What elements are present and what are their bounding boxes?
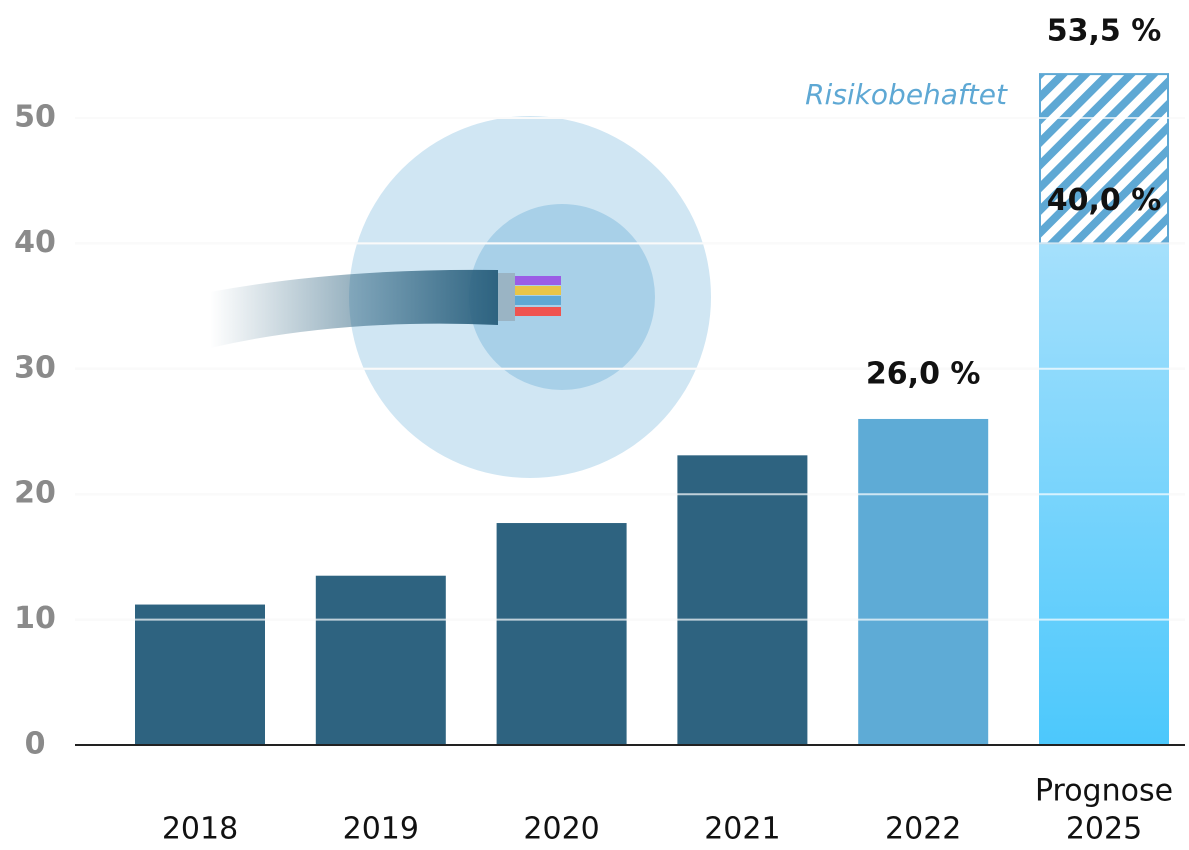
y-tick-label: 10 bbox=[14, 601, 56, 636]
value-label: 40,0 % bbox=[1047, 183, 1162, 218]
x-tick-label: 2018 bbox=[162, 812, 238, 847]
bar bbox=[677, 455, 807, 745]
chart: 0 10 20 30 40 50 Risikobehaftet 26,0 % 40,0 % 53,… bbox=[0, 0, 1189, 850]
bar bbox=[316, 576, 446, 745]
y-tick-label: 0 bbox=[25, 727, 46, 762]
bar bbox=[497, 523, 627, 745]
legend-label: Risikobehaftet bbox=[805, 78, 1008, 111]
forecast-label: Prognose bbox=[1035, 774, 1173, 809]
x-tick-label: 2021 bbox=[704, 812, 780, 847]
y-tick-label: 20 bbox=[14, 476, 56, 511]
total-label: 53,5 % bbox=[1047, 14, 1162, 49]
x-tick-label: 2020 bbox=[523, 812, 599, 847]
bar bbox=[135, 605, 265, 745]
bar-risk bbox=[1040, 74, 1168, 243]
bar bbox=[858, 419, 988, 745]
x-tick-label: 2022 bbox=[885, 812, 961, 847]
value-label: 26,0 % bbox=[866, 356, 981, 391]
y-tick-label: 40 bbox=[14, 225, 56, 260]
y-tick-label: 30 bbox=[14, 350, 56, 385]
x-tick-label: 2025 bbox=[1066, 812, 1142, 847]
x-tick-label: 2019 bbox=[343, 812, 419, 847]
y-tick-label: 50 bbox=[14, 100, 56, 135]
illustration bbox=[210, 116, 711, 478]
